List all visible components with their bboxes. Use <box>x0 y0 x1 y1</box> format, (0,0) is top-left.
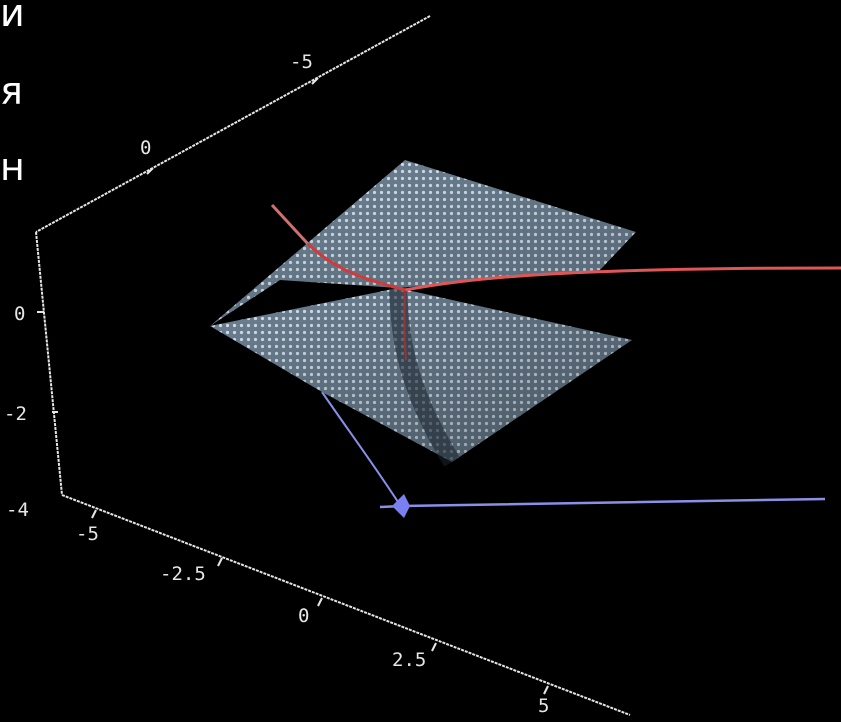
x-tick-label: -5 <box>290 51 313 73</box>
projection-curve-tail <box>379 497 826 509</box>
z-tick-label: -2 <box>4 403 27 425</box>
z-tick-label: 0 <box>14 303 25 325</box>
y-tick-label: -2.5 <box>160 563 206 585</box>
x-axis-line <box>35 15 431 233</box>
cusp-point-marker <box>392 494 410 518</box>
z-axis-line <box>35 231 63 496</box>
overlay-letter-3: н <box>0 145 25 189</box>
y-tick-label: 5 <box>538 695 549 717</box>
y-tick-label: 2.5 <box>392 649 426 671</box>
y-tick-label: 0 <box>298 605 309 627</box>
fold-curve <box>306 242 841 361</box>
y-tick-label: -5 <box>76 523 99 545</box>
fold-curve-stub <box>270 203 310 246</box>
surface-upper-sheet <box>210 160 636 326</box>
projection-curve <box>321 391 401 506</box>
overlay-letter-1: и <box>0 0 25 35</box>
y-axis-line <box>61 494 631 716</box>
axis-tick-marks <box>37 77 549 695</box>
x-tick-label: 0 <box>140 137 151 159</box>
surface-lower-sheet <box>210 287 632 467</box>
overlay-letter-2: я <box>0 69 23 113</box>
z-tick-label: -4 <box>6 499 29 521</box>
